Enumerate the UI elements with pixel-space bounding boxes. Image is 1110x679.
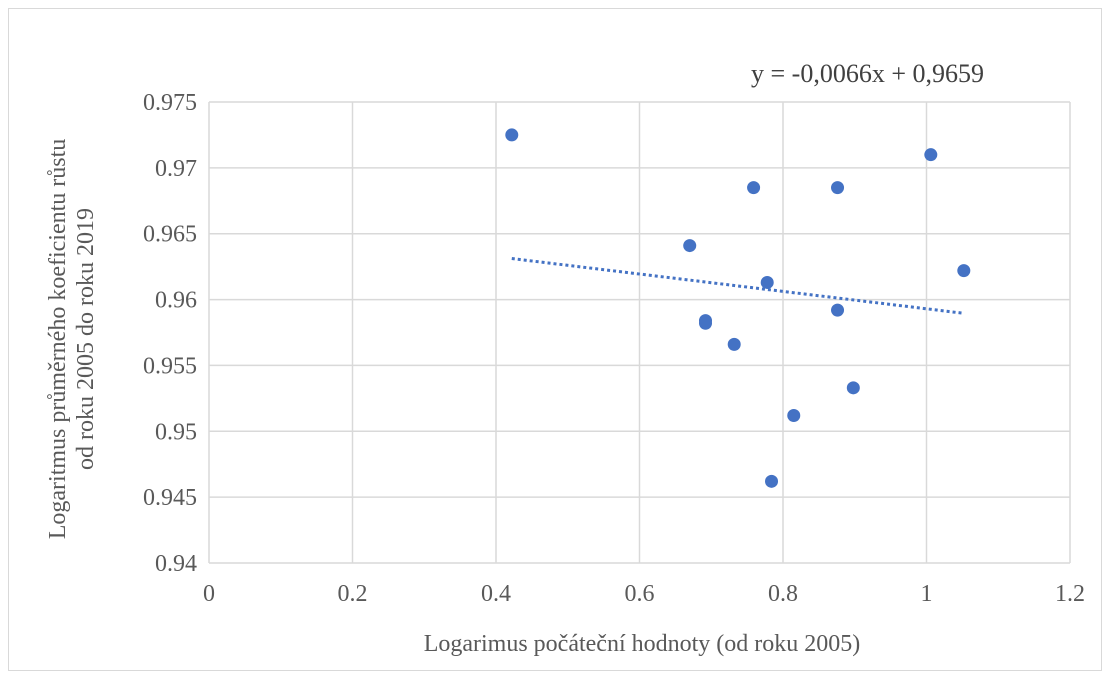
chart-frame: 0 0.2 0.4 0.6 0.8 1 1.2 0.94 0.945 0.95 0.955 0.96…: [8, 8, 1102, 671]
data-point: [831, 303, 845, 317]
x-tick-label: 1: [921, 581, 933, 607]
y-tick-label: 0.965: [143, 222, 197, 248]
data-point: [727, 337, 741, 351]
x-tick-label: 0.2: [338, 581, 368, 607]
x-tick-labels: 0 0.2 0.4 0.6 0.8 1 1.2: [203, 581, 1085, 607]
data-point: [760, 275, 774, 289]
data-points: [505, 128, 971, 488]
x-tick-label: 0: [203, 581, 215, 607]
trendline: [511, 257, 964, 315]
y-tick-label: 0.96: [155, 288, 197, 314]
data-point: [846, 381, 860, 395]
data-point: [505, 128, 519, 142]
y-tick-label: 0.955: [143, 353, 197, 379]
data-point: [747, 181, 761, 195]
y-tick-label: 0.95: [155, 419, 197, 445]
data-point: [699, 316, 713, 330]
x-tick-label: 0.6: [625, 581, 655, 607]
scatter-chart: 0 0.2 0.4 0.6 0.8 1 1.2 0.94 0.945 0.95 0.955 0.96…: [45, 59, 1085, 657]
data-point: [924, 148, 938, 162]
data-point: [683, 239, 697, 253]
y-tick-label: 0.94: [155, 551, 197, 577]
y-tick-label: 0.945: [143, 485, 197, 511]
x-axis-title: Logarimus počáteční hodnoty (od roku 200…: [424, 631, 861, 657]
y-axis-title-line-2: od roku 2005 do roku 2019: [73, 208, 99, 470]
trendline-equation: y = -0,0066x + 0,9659: [751, 59, 984, 88]
data-point: [765, 474, 779, 488]
x-tick-label: 0.4: [481, 581, 511, 607]
data-point: [831, 181, 845, 195]
data-point: [957, 264, 971, 278]
y-tick-labels: 0.94 0.945 0.95 0.955 0.96 0.965 0.97 0.975: [143, 90, 197, 577]
y-tick-label: 0.975: [143, 90, 197, 116]
x-tick-label: 1.2: [1055, 581, 1085, 607]
data-point: [787, 408, 801, 422]
trendline-group: [511, 257, 964, 315]
x-tick-label: 0.8: [768, 581, 798, 607]
grid-lines: [208, 101, 1071, 564]
y-tick-label: 0.97: [155, 156, 197, 182]
y-axis-title-line-1: Logaritmus průměrného koeficientu růstu: [45, 139, 71, 540]
